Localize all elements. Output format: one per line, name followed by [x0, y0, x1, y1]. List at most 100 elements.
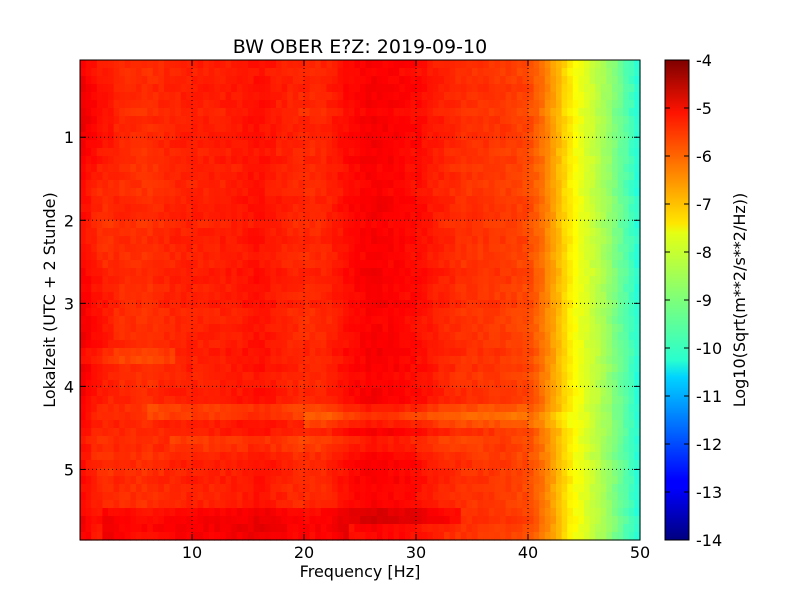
spectrogram-cell [214, 340, 221, 349]
spectrogram-cell [494, 364, 501, 373]
spectrogram-cell [96, 172, 103, 181]
spectrogram-cell [438, 100, 445, 109]
spectrogram-cell [399, 324, 406, 333]
spectrogram-cell [197, 68, 204, 77]
spectrogram-cell [556, 292, 563, 301]
spectrogram-cell [533, 300, 540, 309]
spectrogram-cell [85, 308, 92, 317]
spectrogram-cell [388, 92, 395, 101]
spectrogram-cell [231, 308, 238, 317]
spectrogram-cell [612, 364, 619, 373]
spectrogram-cell [382, 380, 389, 389]
spectrogram-cell [80, 268, 87, 277]
spectrogram-cell [382, 60, 389, 69]
spectrogram-cell [337, 228, 344, 237]
spectrogram-cell [612, 60, 619, 69]
spectrogram-cell [561, 276, 568, 285]
spectrogram-cell [460, 260, 467, 269]
spectrogram-cell [376, 100, 383, 109]
spectrogram-cell [494, 68, 501, 77]
spectrogram-cell [130, 308, 137, 317]
spectrogram-cell [584, 380, 591, 389]
spectrogram-cell [298, 76, 305, 85]
spectrogram-cell [91, 100, 98, 109]
spectrogram-cell [528, 116, 535, 125]
spectrogram-cell [281, 356, 288, 365]
spectrogram-cell [203, 132, 210, 141]
spectrogram-cell [589, 92, 596, 101]
spectrogram-cell [91, 172, 98, 181]
spectrogram-cell [388, 380, 395, 389]
spectrogram-cell [119, 188, 126, 197]
spectrogram-cell [231, 76, 238, 85]
spectrogram-cell [119, 228, 126, 237]
spectrogram-cell [505, 420, 512, 429]
spectrogram-cell [141, 116, 148, 125]
spectrogram-cell [124, 60, 131, 69]
spectrogram-cell [399, 356, 406, 365]
spectrogram-cell [472, 220, 479, 229]
spectrogram-cell [248, 356, 255, 365]
spectrogram-cell [578, 204, 585, 213]
spectrogram-cell [393, 316, 400, 325]
spectrogram-cell [472, 68, 479, 77]
spectrogram-cell [600, 76, 607, 85]
spectrogram-cell [281, 204, 288, 213]
spectrogram-cell [404, 92, 411, 101]
spectrogram-cell [152, 452, 159, 461]
spectrogram-cell [264, 332, 271, 341]
spectrogram-cell [556, 324, 563, 333]
spectrogram-cell [365, 84, 372, 93]
spectrogram-cell [80, 396, 87, 405]
spectrogram-cell [561, 300, 568, 309]
spectrogram-cell [315, 252, 322, 261]
spectrogram-cell [175, 292, 182, 301]
spectrogram-cell [606, 196, 613, 205]
spectrogram-cell [388, 396, 395, 405]
spectrogram-cell [488, 284, 495, 293]
spectrogram-cell [175, 316, 182, 325]
spectrogram-cell [276, 76, 283, 85]
spectrogram-cell [505, 252, 512, 261]
spectrogram-cell [96, 420, 103, 429]
spectrogram-cell [96, 100, 103, 109]
spectrogram-cell [432, 116, 439, 125]
spectrogram-cell [130, 420, 137, 429]
spectrogram-cell [236, 380, 243, 389]
spectrogram-cell [360, 300, 367, 309]
spectrogram-cell [108, 268, 115, 277]
spectrogram-cell [136, 212, 143, 221]
spectrogram-cell [264, 316, 271, 325]
spectrogram-cell [449, 356, 456, 365]
spectrogram-cell [220, 452, 227, 461]
spectrogram-cell [477, 100, 484, 109]
spectrogram-cell [208, 436, 215, 445]
spectrogram-cell [298, 236, 305, 245]
spectrogram-cell [488, 116, 495, 125]
spectrogram-cell [455, 156, 462, 165]
spectrogram-cell [152, 180, 159, 189]
spectrogram-cell [147, 212, 154, 221]
spectrogram-cell [360, 60, 367, 69]
spectrogram-cell [427, 76, 434, 85]
spectrogram-cell [634, 412, 641, 421]
spectrogram-cell [544, 372, 551, 381]
spectrogram-cell [539, 252, 546, 261]
spectrogram-cell [404, 100, 411, 109]
spectrogram-cell [522, 204, 529, 213]
spectrogram-cell [186, 92, 193, 101]
spectrogram-cell [320, 388, 327, 397]
spectrogram-cell [242, 364, 249, 373]
spectrogram-cell [175, 332, 182, 341]
spectrogram-cell [264, 180, 271, 189]
spectrogram-cell [276, 300, 283, 309]
spectrogram-cell [606, 364, 613, 373]
spectrogram-cell [96, 164, 103, 173]
spectrogram-cell [460, 68, 467, 77]
spectrogram-cell [80, 164, 87, 173]
spectrogram-cell [600, 308, 607, 317]
spectrogram-cell [180, 108, 187, 117]
spectrogram-cell [337, 116, 344, 125]
spectrogram-cell [427, 356, 434, 365]
spectrogram-cell [96, 332, 103, 341]
